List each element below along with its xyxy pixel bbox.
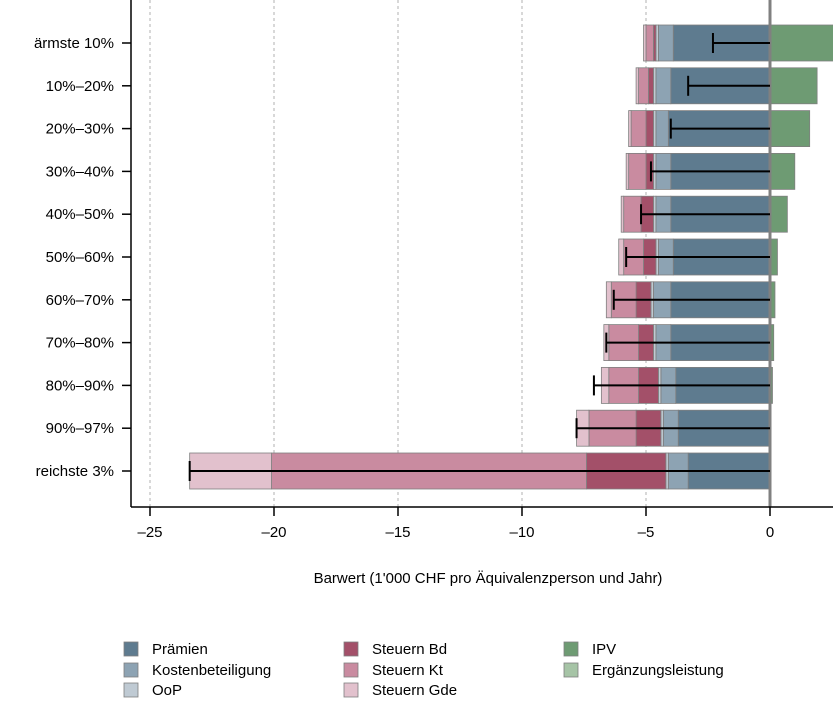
category-label: 60%–70% bbox=[46, 292, 114, 309]
legend-swatch bbox=[343, 641, 359, 657]
x-tick-label: –15 bbox=[385, 524, 410, 541]
bar-segment bbox=[645, 110, 654, 147]
legend-label: Prämien bbox=[152, 641, 208, 658]
category-label: 10%–20% bbox=[46, 78, 114, 95]
legend-swatch bbox=[563, 641, 579, 657]
category-label: 90%–97% bbox=[46, 420, 114, 437]
bar-segment bbox=[620, 195, 625, 233]
legend-item: Steuern Kt bbox=[343, 662, 444, 679]
category-label: 20%–30% bbox=[46, 121, 114, 138]
bar-segment bbox=[769, 195, 788, 233]
x-axis-title: Barwert (1'000 CHF pro Äquivalenzperson … bbox=[314, 570, 663, 587]
bar-segment bbox=[769, 24, 833, 62]
legend: Prämien Kostenbeteiligung OoP Steuern Bd Ste… bbox=[123, 641, 724, 699]
category-label: 50%–60% bbox=[46, 249, 114, 266]
bar-segment bbox=[769, 152, 796, 190]
axes: ärmste 10% 10%–20% 20%–30% 30%–40% 40%–50% 50… bbox=[34, 0, 833, 541]
legend-label: Kostenbeteiligung bbox=[152, 662, 271, 679]
category-label: reichste 3% bbox=[36, 463, 114, 480]
category-label: 70%–80% bbox=[46, 335, 114, 352]
x-tick-label: –20 bbox=[261, 524, 286, 541]
x-tick-label: –25 bbox=[137, 524, 162, 541]
bar-segment bbox=[643, 24, 647, 62]
x-tick-label: –10 bbox=[509, 524, 534, 541]
bar-segment bbox=[630, 110, 647, 147]
category-label: 40%–50% bbox=[46, 206, 114, 223]
legend-swatch bbox=[123, 682, 139, 698]
grid-lines bbox=[149, 0, 647, 507]
legend-swatch bbox=[343, 682, 359, 698]
x-tick-label: 0 bbox=[766, 524, 774, 541]
legend-item: Steuern Bd bbox=[343, 641, 447, 658]
net-value-whiskers bbox=[188, 33, 770, 481]
bar-segment bbox=[655, 67, 672, 105]
legend-label: OoP bbox=[152, 682, 182, 699]
bar-segment bbox=[623, 195, 642, 233]
legend-item: OoP bbox=[123, 682, 182, 699]
bar-segment bbox=[655, 110, 669, 147]
x-tick-label: –5 bbox=[638, 524, 655, 541]
legend-swatch bbox=[563, 662, 579, 678]
bar-segment bbox=[645, 24, 654, 62]
bar-segment bbox=[625, 152, 630, 190]
legend-item: IPV bbox=[563, 641, 616, 658]
legend-item: Prämien bbox=[123, 641, 208, 658]
legend-label: Steuern Bd bbox=[372, 641, 447, 658]
category-label: 80%–90% bbox=[46, 377, 114, 394]
legend-label: Steuern Gde bbox=[372, 682, 457, 699]
bar-segment bbox=[635, 67, 639, 105]
bar-segment bbox=[628, 110, 632, 147]
bar-segment bbox=[628, 152, 647, 190]
bar-segment bbox=[618, 238, 625, 276]
legend-item: Kostenbeteiligung bbox=[123, 662, 271, 679]
legend-item: Steuern Gde bbox=[343, 682, 457, 699]
category-label: 30%–40% bbox=[46, 163, 114, 180]
bar-segment bbox=[605, 281, 612, 319]
bar-segment bbox=[658, 24, 674, 62]
legend-label: IPV bbox=[592, 641, 616, 658]
legend-label: Ergänzungsleistung bbox=[592, 662, 724, 679]
legend-swatch bbox=[123, 662, 139, 678]
bar-segment bbox=[769, 110, 811, 147]
legend-swatch bbox=[123, 641, 139, 657]
bar-segment bbox=[769, 67, 818, 105]
legend-item: Ergänzungsleistung bbox=[563, 662, 724, 679]
bar-segment bbox=[648, 67, 654, 105]
bar-segment bbox=[638, 67, 649, 105]
legend-swatch bbox=[343, 662, 359, 678]
legend-label: Steuern Kt bbox=[372, 662, 444, 679]
category-label: ärmste 10% bbox=[34, 35, 114, 52]
